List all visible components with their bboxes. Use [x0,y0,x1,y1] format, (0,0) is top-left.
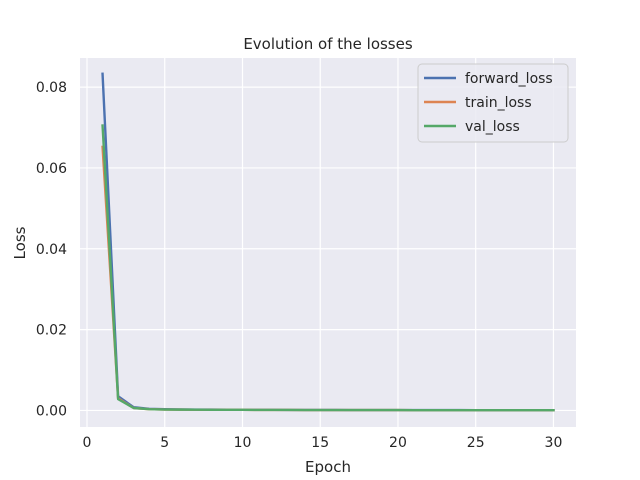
legend-label-forward-loss: forward_loss [465,71,553,87]
x-tick-labels: 0 5 10 15 20 25 30 [83,435,563,451]
x-tick-label: 5 [160,435,169,451]
series-lines [101,72,555,412]
x-tick-label: 30 [545,435,563,451]
legend-label-val-loss: val_loss [465,119,520,135]
chart-title: Evolution of the losses [243,35,413,53]
x-tick-label: 0 [83,435,92,451]
y-tick-label: 0.08 [36,80,67,96]
y-tick-label: 0.02 [36,323,67,339]
legend-box [417,63,569,143]
series-line-val-loss [101,124,555,412]
y-axis-label: Loss [11,226,29,259]
y-tick-label: 0.04 [36,242,67,258]
x-tick-label: 25 [467,435,485,451]
legend-label-train-loss: train_loss [465,95,532,111]
y-tick-label: 0.06 [36,161,67,177]
y-tick-label: 0.00 [36,403,67,419]
y-tick-labels: 0.00 0.02 0.04 0.06 0.08 [36,80,67,419]
x-tick-label: 15 [311,435,329,451]
x-axis-label: Epoch [305,458,351,476]
legend: forward_loss train_loss val_loss [417,63,569,143]
x-tick-label: 10 [234,435,252,451]
x-tick-label: 20 [389,435,407,451]
